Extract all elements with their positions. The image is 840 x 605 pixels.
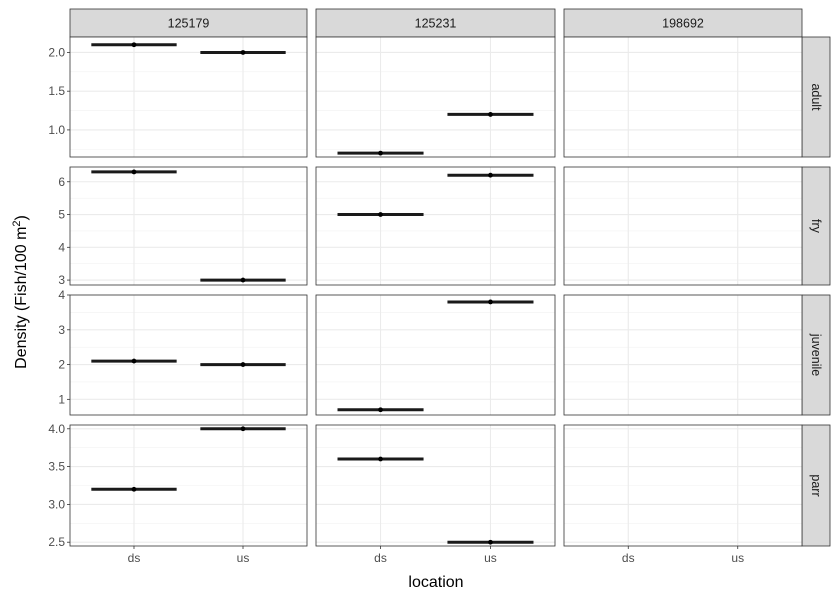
row-strip [801, 166, 831, 286]
data-point [131, 169, 137, 175]
y-tick-label: 3 [58, 273, 65, 287]
data-point [240, 362, 246, 367]
data-point [378, 212, 383, 217]
panel-background [316, 37, 555, 157]
data-point [131, 42, 137, 48]
panel-background [70, 167, 307, 285]
panel-background [70, 37, 307, 157]
y-tick-label: 1.0 [48, 123, 65, 137]
panel-background [316, 295, 555, 415]
x-tick-label: ds [622, 551, 635, 565]
row-strip-label: fry [809, 219, 823, 234]
data-point [240, 50, 246, 55]
y-tick-label: 1.5 [48, 84, 65, 98]
panel-border [69, 36, 308, 158]
column-strip-label: 198692 [662, 17, 704, 31]
panel-border [69, 294, 308, 416]
panel-background [316, 167, 555, 285]
panel-border [563, 166, 803, 286]
row-strip-label: adult [809, 83, 823, 111]
y-tick-label: 3 [58, 323, 65, 337]
panel-border [69, 424, 308, 547]
y-tick-label: 3.5 [48, 460, 65, 474]
data-point [488, 299, 493, 305]
y-tick-label: 2.5 [48, 535, 65, 549]
panel-border [315, 36, 556, 158]
panel-border [315, 166, 556, 286]
column-strip [69, 8, 308, 38]
data-point [488, 539, 493, 545]
x-tick-label: us [237, 551, 250, 565]
y-tick-label: 2 [58, 358, 65, 372]
x-tick-label: us [731, 551, 744, 565]
column-strip [563, 8, 803, 38]
data-point [488, 172, 493, 178]
panel-background [564, 295, 802, 415]
data-point [240, 277, 246, 283]
column-strip-label: 125179 [168, 17, 210, 31]
y-axis-title-superscript: 2 [11, 220, 23, 226]
panel-border [69, 166, 308, 286]
row-strip [801, 36, 831, 158]
column-strip-label: 125231 [415, 17, 457, 31]
y-axis-title-close: ) [13, 215, 30, 220]
y-tick-label: 4 [58, 288, 65, 302]
row-strip [801, 294, 831, 416]
panel-border [563, 36, 803, 158]
panel-background [564, 37, 802, 157]
y-tick-label: 1 [58, 392, 65, 406]
panel-border [563, 294, 803, 416]
x-tick-label: ds [374, 551, 387, 565]
y-tick-label: 6 [58, 175, 65, 189]
row-strip-label: parr [809, 474, 823, 496]
row-strip-label: juvenile [809, 333, 823, 376]
y-tick-label: 4.0 [48, 422, 65, 436]
data-point [378, 456, 383, 462]
y-tick-label: 2.0 [48, 45, 65, 59]
panel-background [70, 295, 307, 415]
y-tick-label: 4 [58, 240, 65, 254]
x-axis-title: location [408, 574, 463, 591]
x-tick-label: us [484, 551, 497, 565]
y-tick-label: 3.0 [48, 497, 65, 511]
data-point [240, 426, 246, 432]
panel-border [315, 424, 556, 547]
data-point [131, 486, 137, 492]
data-point [378, 407, 383, 413]
y-axis-title-main: Density (Fish/100 m [13, 227, 30, 369]
data-point [488, 112, 493, 117]
panel-background [564, 167, 802, 285]
y-tick-label: 5 [58, 208, 65, 222]
x-tick-label: ds [128, 551, 141, 565]
column-strip [315, 8, 556, 38]
data-point [378, 150, 383, 156]
panel-border [563, 424, 803, 547]
y-axis-title: Density (Fish/100 m2) [11, 215, 30, 369]
data-point [131, 358, 137, 364]
panel-border [315, 294, 556, 416]
